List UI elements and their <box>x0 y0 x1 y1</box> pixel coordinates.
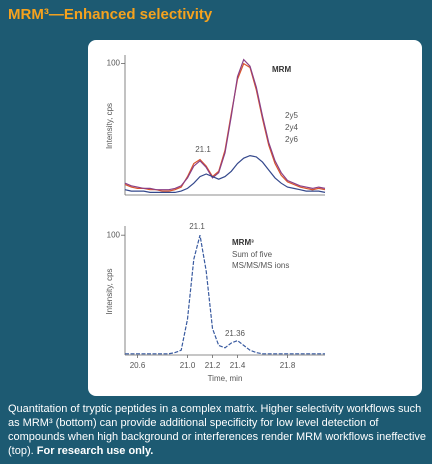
x-tick-label: 21.4 <box>230 361 246 370</box>
legend-label: 2y4 <box>285 123 298 132</box>
x-tick-label: 21.8 <box>280 361 296 370</box>
x-tick-label: 20.6 <box>130 361 146 370</box>
chart-note: MS/MS/MS ions <box>232 261 289 270</box>
y-tick-label: 100 <box>107 230 121 239</box>
x-axis-label: Time, min <box>208 374 243 383</box>
panel <box>88 40 422 396</box>
series-line <box>124 58 326 191</box>
legend-label: 2y6 <box>285 135 298 144</box>
peak-annotation: 21.1 <box>195 145 211 154</box>
x-tick-label: 21.2 <box>205 361 221 370</box>
caption: Quantitation of tryptic peptides in a co… <box>8 402 428 458</box>
title: MRM³—Enhanced selectivity <box>8 6 213 23</box>
chart-label: MRM³ <box>232 238 254 247</box>
y-axis-label: Intensity, cps <box>105 268 114 314</box>
chart-note: Sum of five <box>232 250 273 259</box>
chart-label: MRM <box>272 65 291 74</box>
peak-annotation: 21.36 <box>225 329 246 338</box>
x-tick-label: 21.0 <box>180 361 196 370</box>
series-line <box>125 235 325 355</box>
y-tick-label: 100 <box>107 59 121 68</box>
series-line <box>124 154 326 193</box>
peak-annotation: 21.1 <box>189 222 205 231</box>
caption-note: For research use only. <box>36 445 154 457</box>
caption-text: Quantitation of tryptic peptides in a co… <box>8 403 427 457</box>
legend-label: 2y5 <box>285 111 298 120</box>
figure: MRM³—Enhanced selectivity Intensity, cps… <box>8 6 422 396</box>
y-axis-label: Intensity, cps <box>105 103 114 149</box>
